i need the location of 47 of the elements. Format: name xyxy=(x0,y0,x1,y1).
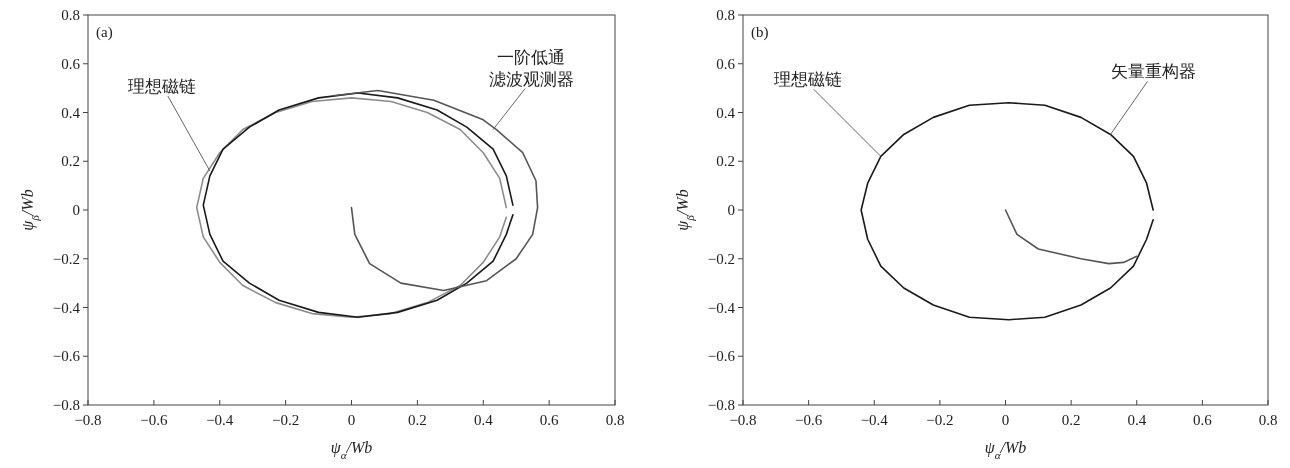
line-series xyxy=(1004,209,1138,265)
x-tick-label: 0.4 xyxy=(1127,412,1147,428)
y-tick-label: −0.2 xyxy=(707,250,735,267)
y-tick-label: 0.6 xyxy=(716,55,736,72)
x-tick-label: 0.8 xyxy=(605,412,625,428)
x-tick-label: 0.2 xyxy=(1061,412,1081,428)
annotation: 理想磁链 xyxy=(127,77,196,96)
x-tick-label: −0.2 xyxy=(272,412,300,428)
y-tick-label: 0 xyxy=(72,202,80,218)
x-tick-label: 0.6 xyxy=(539,412,559,428)
annotation: 一阶低通滤波观测器 xyxy=(488,47,574,89)
annotation: (b) xyxy=(751,24,769,41)
x-tick-label: −0.2 xyxy=(926,412,954,428)
x-axis-title: ψ$_{α}$/Wb xyxy=(984,439,1027,461)
x-tick-label: −0.8 xyxy=(729,412,757,428)
y-tick-label: −0.6 xyxy=(707,348,736,365)
line-series xyxy=(334,89,539,292)
x-tick-label: 0.8 xyxy=(1258,412,1278,428)
y-tick-label: 0.2 xyxy=(61,153,80,170)
y-tick-label: 0.8 xyxy=(61,7,80,23)
annotation: 矢量重构器 xyxy=(1111,62,1196,82)
x-tick-label: −0.8 xyxy=(74,412,102,428)
annotation: 理想磁链 xyxy=(773,70,842,90)
x-tick-label: 0.6 xyxy=(1193,412,1213,428)
annotation: (a) xyxy=(96,24,113,41)
x-tick-label: 0 xyxy=(1001,412,1010,428)
y-tick-label: 0.8 xyxy=(716,7,735,23)
x-tick-label: 0.2 xyxy=(408,412,427,428)
y-tick-label: −0.6 xyxy=(52,348,81,365)
y-tick-label: −0.2 xyxy=(52,250,80,267)
y-tick-label: 0.2 xyxy=(716,153,735,170)
line-series xyxy=(860,101,1154,321)
x-tick-label: −0.4 xyxy=(860,412,889,428)
x-axis-title: ψ$_{α}$/Wb xyxy=(330,439,373,461)
y-tick-label: −0.8 xyxy=(52,397,80,413)
x-tick-label: 0 xyxy=(347,412,356,428)
y-tick-label: −0.4 xyxy=(707,299,736,316)
y-tick-label: −0.8 xyxy=(707,397,735,413)
x-tick-label: −0.6 xyxy=(795,412,823,428)
x-tick-label: 0.4 xyxy=(473,412,494,428)
y-tick-label: 0.4 xyxy=(61,104,81,121)
x-tick-label: −0.4 xyxy=(206,412,234,428)
x-tick-label: −0.6 xyxy=(140,412,168,428)
y-tick-label: 0 xyxy=(727,202,735,218)
y-tick-label: 0.4 xyxy=(716,104,736,121)
y-tick-label: −0.4 xyxy=(52,299,81,316)
y-tick-label: 0.6 xyxy=(61,55,81,72)
